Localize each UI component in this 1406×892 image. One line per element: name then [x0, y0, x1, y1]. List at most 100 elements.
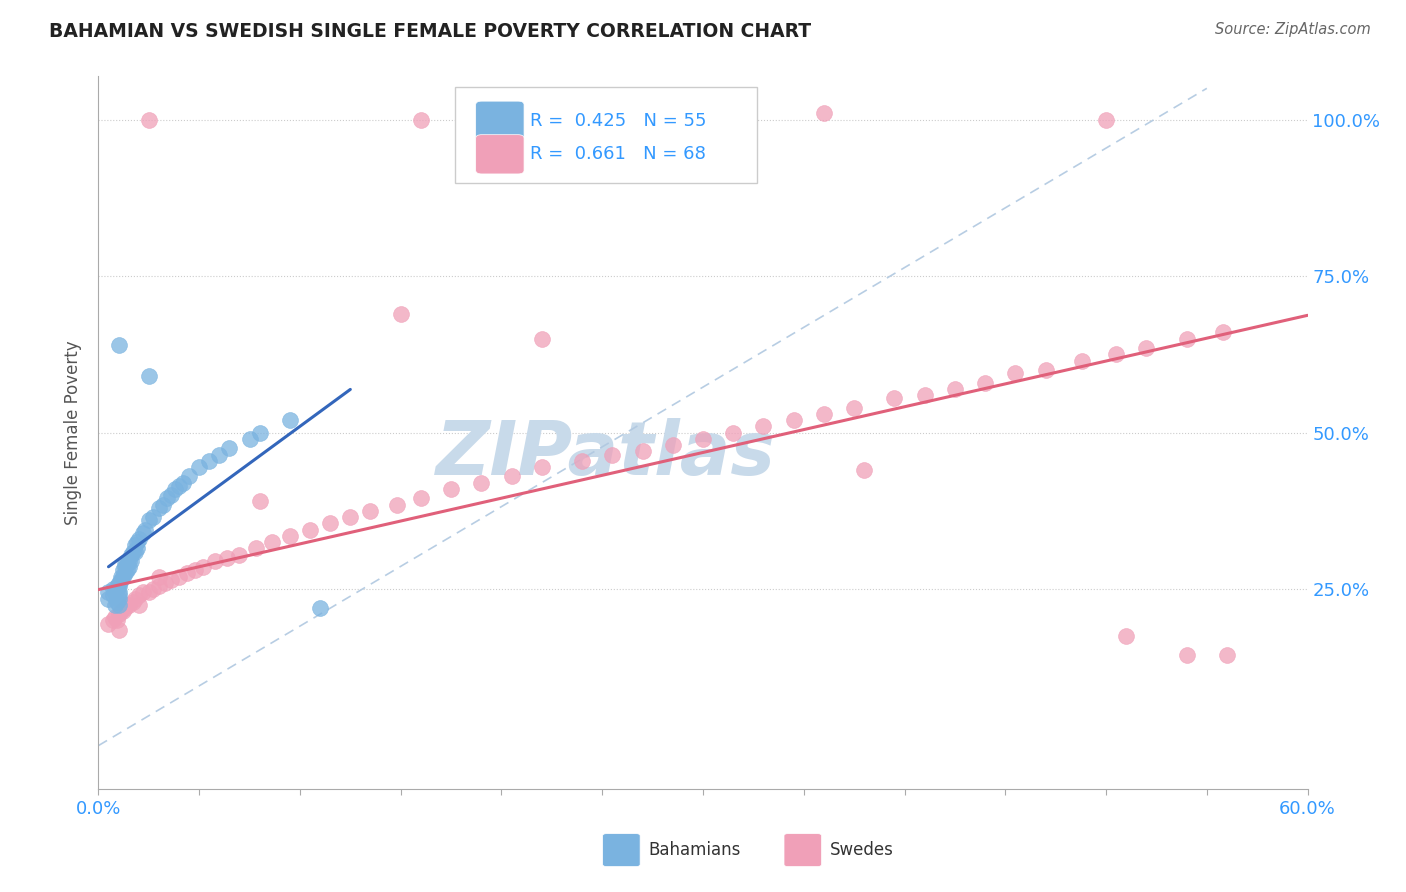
Point: [883, 391, 905, 405]
FancyBboxPatch shape: [475, 101, 524, 140]
Point: [1004, 366, 1026, 380]
Point: [97, 591, 120, 606]
Point: [107, 338, 129, 352]
Point: [128, 532, 150, 546]
Point: [1216, 648, 1239, 662]
Point: [914, 388, 936, 402]
Point: [101, 582, 124, 596]
FancyBboxPatch shape: [456, 87, 758, 183]
Point: [409, 491, 432, 506]
Point: [692, 432, 714, 446]
Point: [124, 538, 146, 552]
Point: [299, 523, 322, 537]
Point: [631, 444, 654, 458]
Point: [1115, 629, 1137, 643]
Text: R =  0.661   N = 68: R = 0.661 N = 68: [530, 145, 706, 163]
Point: [176, 566, 198, 581]
Point: [107, 579, 129, 593]
Point: [115, 598, 138, 612]
Point: [105, 614, 128, 628]
Point: [813, 106, 835, 120]
Point: [110, 573, 132, 587]
Text: Bahamians: Bahamians: [648, 841, 741, 859]
Point: [114, 557, 136, 571]
Point: [148, 569, 170, 583]
Point: [114, 600, 136, 615]
Point: [107, 607, 129, 622]
Point: [138, 513, 160, 527]
Point: [1175, 332, 1198, 346]
Point: [125, 535, 148, 549]
Point: [120, 548, 142, 562]
Point: [105, 579, 128, 593]
Point: [389, 307, 412, 321]
Point: [97, 616, 120, 631]
Point: [105, 594, 128, 608]
Point: [128, 598, 150, 612]
FancyBboxPatch shape: [475, 135, 524, 174]
Point: [156, 491, 179, 506]
Point: [278, 413, 301, 427]
Point: [179, 469, 201, 483]
Point: [360, 504, 382, 518]
Point: [1070, 353, 1092, 368]
Point: [111, 604, 134, 618]
Point: [167, 479, 190, 493]
Point: [470, 475, 492, 490]
Point: [101, 588, 124, 602]
Point: [188, 460, 211, 475]
Point: [115, 557, 138, 571]
Point: [111, 563, 134, 577]
Point: [107, 575, 129, 590]
Point: [132, 585, 155, 599]
Point: [132, 525, 155, 540]
Point: [309, 600, 332, 615]
Point: [114, 566, 136, 581]
Point: [1175, 648, 1198, 662]
Point: [571, 454, 593, 468]
Point: [974, 376, 997, 390]
Point: [107, 588, 129, 602]
Point: [339, 510, 361, 524]
Point: [198, 454, 221, 468]
Point: [228, 548, 250, 562]
Point: [723, 425, 745, 440]
Point: [193, 560, 215, 574]
Point: [121, 594, 143, 608]
Point: [1105, 347, 1128, 361]
Point: [160, 488, 183, 502]
Point: [1135, 341, 1157, 355]
Point: [661, 438, 683, 452]
Point: [1035, 363, 1057, 377]
Point: [97, 585, 120, 599]
Point: [278, 529, 301, 543]
Point: [118, 554, 141, 568]
Point: [167, 569, 190, 583]
Point: [249, 425, 271, 440]
Text: R =  0.425   N = 55: R = 0.425 N = 55: [530, 112, 707, 129]
Point: [163, 482, 186, 496]
Point: [385, 498, 408, 512]
Point: [943, 382, 966, 396]
FancyBboxPatch shape: [785, 834, 821, 866]
Point: [107, 585, 129, 599]
Point: [184, 563, 207, 577]
Point: [1212, 326, 1234, 340]
Point: [125, 541, 148, 556]
Point: [153, 575, 176, 590]
Point: [138, 112, 160, 127]
Point: [138, 369, 160, 384]
Point: [101, 614, 124, 628]
Text: BAHAMIAN VS SWEDISH SINGLE FEMALE POVERTY CORRELATION CHART: BAHAMIAN VS SWEDISH SINGLE FEMALE POVERT…: [49, 22, 811, 41]
Point: [245, 541, 267, 556]
Point: [148, 500, 170, 515]
Point: [142, 510, 165, 524]
Text: ZIPatlas: ZIPatlas: [436, 417, 776, 491]
Point: [844, 401, 866, 415]
Point: [152, 498, 174, 512]
Point: [160, 573, 183, 587]
Point: [128, 588, 150, 602]
Point: [501, 469, 523, 483]
Point: [409, 112, 432, 127]
Point: [752, 419, 775, 434]
